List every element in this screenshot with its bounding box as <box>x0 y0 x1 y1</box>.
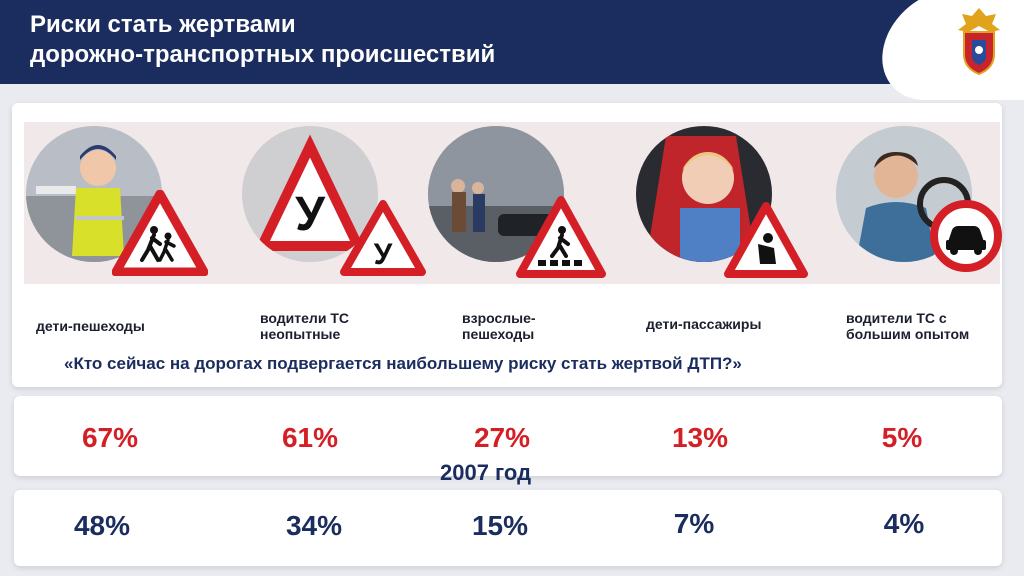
svg-text:У: У <box>295 188 326 241</box>
year2007-value-experienced-drivers: 4% <box>883 508 925 539</box>
current-value-adult-pedestrians: 27% <box>473 422 531 453</box>
current-values-row <box>14 396 1002 476</box>
year2007-value-inexperienced-drivers: 34% <box>285 510 343 541</box>
svg-text:У: У <box>374 238 393 271</box>
current-value-children-pedestrians: 67% <box>81 422 139 453</box>
current-value-child-passengers: 13% <box>671 422 729 453</box>
no-cars-sign-icon <box>930 200 1002 272</box>
children-crossing-sign-icon <box>112 190 208 276</box>
page-title: Риски стать жертвами дорожно-транспортны… <box>30 11 496 68</box>
child-seat-sign-icon <box>724 202 808 278</box>
header-bar: Риски стать жертвами дорожно-транспортны… <box>0 0 1024 84</box>
year2007-values-row <box>14 490 1002 566</box>
police-emblem-icon <box>958 8 1000 76</box>
pedestrian-crossing-sign-icon <box>516 196 606 278</box>
year2007-value-child-passengers: 7% <box>673 508 715 539</box>
year2007-value-adult-pedestrians: 15% <box>471 510 529 541</box>
photo-learner-driver: У <box>242 126 378 262</box>
category-label-experienced-drivers: водители ТС с большим опытом <box>846 310 970 342</box>
category-label-children-pedestrians: дети-пешеходы <box>36 318 145 334</box>
current-value-inexperienced-drivers: 61% <box>281 422 339 453</box>
current-value-experienced-drivers: 5% <box>881 422 923 453</box>
year2007-value-children-pedestrians: 48% <box>73 510 131 541</box>
category-label-inexperienced-drivers: водители ТС неопытные <box>260 310 349 342</box>
survey-question: «Кто сейчас на дорогах подвергается наиб… <box>64 354 742 373</box>
category-label-adult-pedestrians: взрослые- пешеходы <box>462 310 536 342</box>
learner-driver-sign-icon: У <box>340 200 426 276</box>
category-label-child-passengers: дети-пассажиры <box>646 316 762 332</box>
year-label: 2007 год <box>440 460 532 485</box>
